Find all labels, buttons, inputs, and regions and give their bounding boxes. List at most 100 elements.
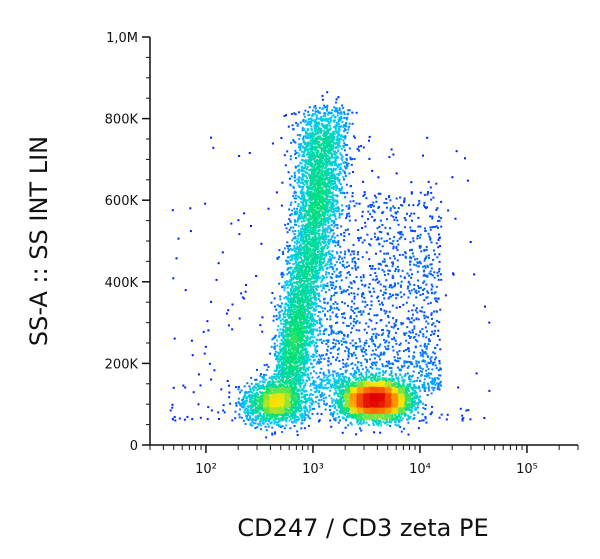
event-dot — [346, 228, 349, 231]
event-dot — [316, 260, 319, 263]
event-dot — [254, 393, 257, 396]
event-dot — [321, 342, 324, 344]
event-dot — [300, 371, 303, 374]
event-dot — [326, 129, 329, 132]
event-dot — [335, 241, 337, 244]
event-dot — [307, 179, 309, 182]
event-dot — [351, 260, 354, 263]
event-dot — [412, 304, 415, 307]
event-dot — [307, 142, 310, 145]
event-dot — [332, 330, 335, 333]
event-dot — [316, 395, 319, 398]
event-dot — [331, 373, 334, 376]
event-dot — [280, 333, 283, 336]
event-dot — [246, 397, 249, 400]
event-dot — [299, 280, 302, 283]
event-dot — [387, 379, 390, 382]
event-dot — [261, 316, 264, 319]
event-dot — [407, 365, 410, 368]
event-dot — [429, 412, 432, 415]
event-dot — [309, 188, 312, 190]
event-dot — [357, 377, 360, 380]
event-dot — [408, 374, 411, 377]
event-dot — [308, 310, 311, 313]
event-dot — [364, 221, 367, 224]
event-dot — [287, 280, 290, 283]
event-dot — [234, 386, 237, 389]
event-dot — [387, 273, 390, 276]
event-dot — [378, 230, 381, 233]
event-dot — [240, 292, 243, 295]
event-dot — [250, 225, 252, 227]
event-dot — [354, 264, 357, 267]
event-dot — [237, 386, 240, 388]
event-dot — [284, 295, 287, 298]
event-dot — [394, 339, 397, 342]
event-dot — [430, 312, 433, 315]
event-dot — [291, 271, 294, 274]
event-dot — [408, 355, 410, 358]
event-dot — [339, 125, 341, 128]
event-dot — [388, 332, 390, 335]
event-dot — [331, 196, 333, 198]
event-dot — [423, 378, 426, 381]
event-dot — [329, 405, 332, 408]
event-dot — [331, 254, 334, 257]
event-dot — [424, 257, 426, 260]
event-dot — [406, 366, 409, 369]
event-dot — [436, 376, 439, 379]
event-dot — [312, 132, 315, 135]
event-dot — [293, 211, 296, 214]
event-dot — [312, 119, 315, 122]
event-dot — [298, 211, 301, 213]
event-dot — [380, 319, 383, 321]
event-dot — [347, 350, 350, 353]
event-dot — [319, 378, 322, 381]
event-dot — [313, 354, 316, 357]
event-dot — [332, 175, 335, 178]
event-dot — [377, 236, 380, 239]
event-dot — [298, 169, 300, 171]
event-dot — [330, 224, 333, 226]
event-dot — [341, 316, 344, 319]
event-dot — [351, 339, 354, 342]
event-dot — [329, 298, 332, 301]
event-dot — [300, 220, 303, 223]
event-dot — [377, 267, 380, 270]
event-dot — [338, 385, 340, 388]
event-dot — [321, 123, 324, 125]
event-dot — [302, 368, 305, 371]
event-dot — [392, 247, 395, 250]
event-dot — [324, 328, 327, 331]
event-dot — [435, 242, 438, 245]
event-dot — [427, 291, 430, 294]
event-dot — [289, 310, 292, 313]
event-dot — [318, 386, 321, 389]
event-dot — [363, 296, 366, 299]
event-dot — [425, 330, 428, 333]
event-dot — [317, 358, 320, 361]
event-dot — [385, 252, 388, 255]
event-dot — [429, 263, 432, 266]
event-dot — [297, 225, 300, 228]
event-dot — [348, 212, 350, 215]
event-dot — [240, 416, 243, 419]
event-dot — [306, 176, 309, 179]
event-dot — [432, 258, 435, 261]
event-dot — [392, 153, 395, 156]
event-dot — [262, 422, 265, 425]
event-dot — [301, 279, 304, 282]
event-dot — [371, 169, 374, 172]
event-dot — [287, 292, 290, 295]
event-dot — [314, 309, 317, 312]
event-dot — [367, 313, 370, 315]
event-dot — [300, 257, 302, 259]
event-dot — [281, 368, 284, 371]
event-dot — [290, 413, 293, 416]
event-dot — [410, 321, 413, 324]
event-dot — [302, 208, 305, 210]
event-dot — [309, 341, 312, 344]
event-dot — [379, 219, 382, 222]
event-dot — [277, 423, 280, 426]
event-dot — [440, 200, 443, 203]
